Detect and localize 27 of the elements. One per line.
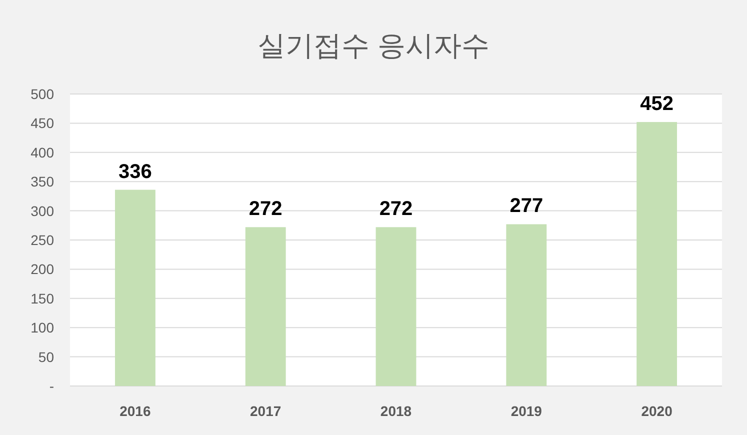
x-tick-label: 2016 [120,403,151,419]
bar [506,224,547,386]
y-tick-label: 150 [30,290,54,306]
x-tick-label: 2019 [510,403,542,419]
data-label: 272 [248,198,282,220]
y-tick-label: 500 [30,86,54,102]
x-tick-label: 2020 [641,403,673,419]
y-tick-label: 450 [30,115,54,132]
data-label: 277 [510,195,544,218]
data-label: 452 [640,93,674,116]
y-tick-label: 50 [38,348,54,365]
bar [114,190,156,386]
bar [376,227,416,386]
y-tick-label: 300 [30,202,54,219]
y-tick-label: - [49,378,54,394]
x-tick-label: 2018 [380,403,412,419]
y-tick-label: 250 [30,232,54,248]
data-label: 336 [118,160,152,183]
data-label: 272 [379,198,413,220]
bar [636,122,678,386]
y-tick-label: 350 [30,174,54,190]
chart-title: 실기접수 응시자수 [258,30,490,61]
y-tick-label: 100 [30,320,54,336]
x-tick-label: 2017 [250,403,282,419]
bar [245,227,286,386]
y-tick-label: 200 [30,261,54,278]
y-tick-label: 400 [30,144,54,160]
